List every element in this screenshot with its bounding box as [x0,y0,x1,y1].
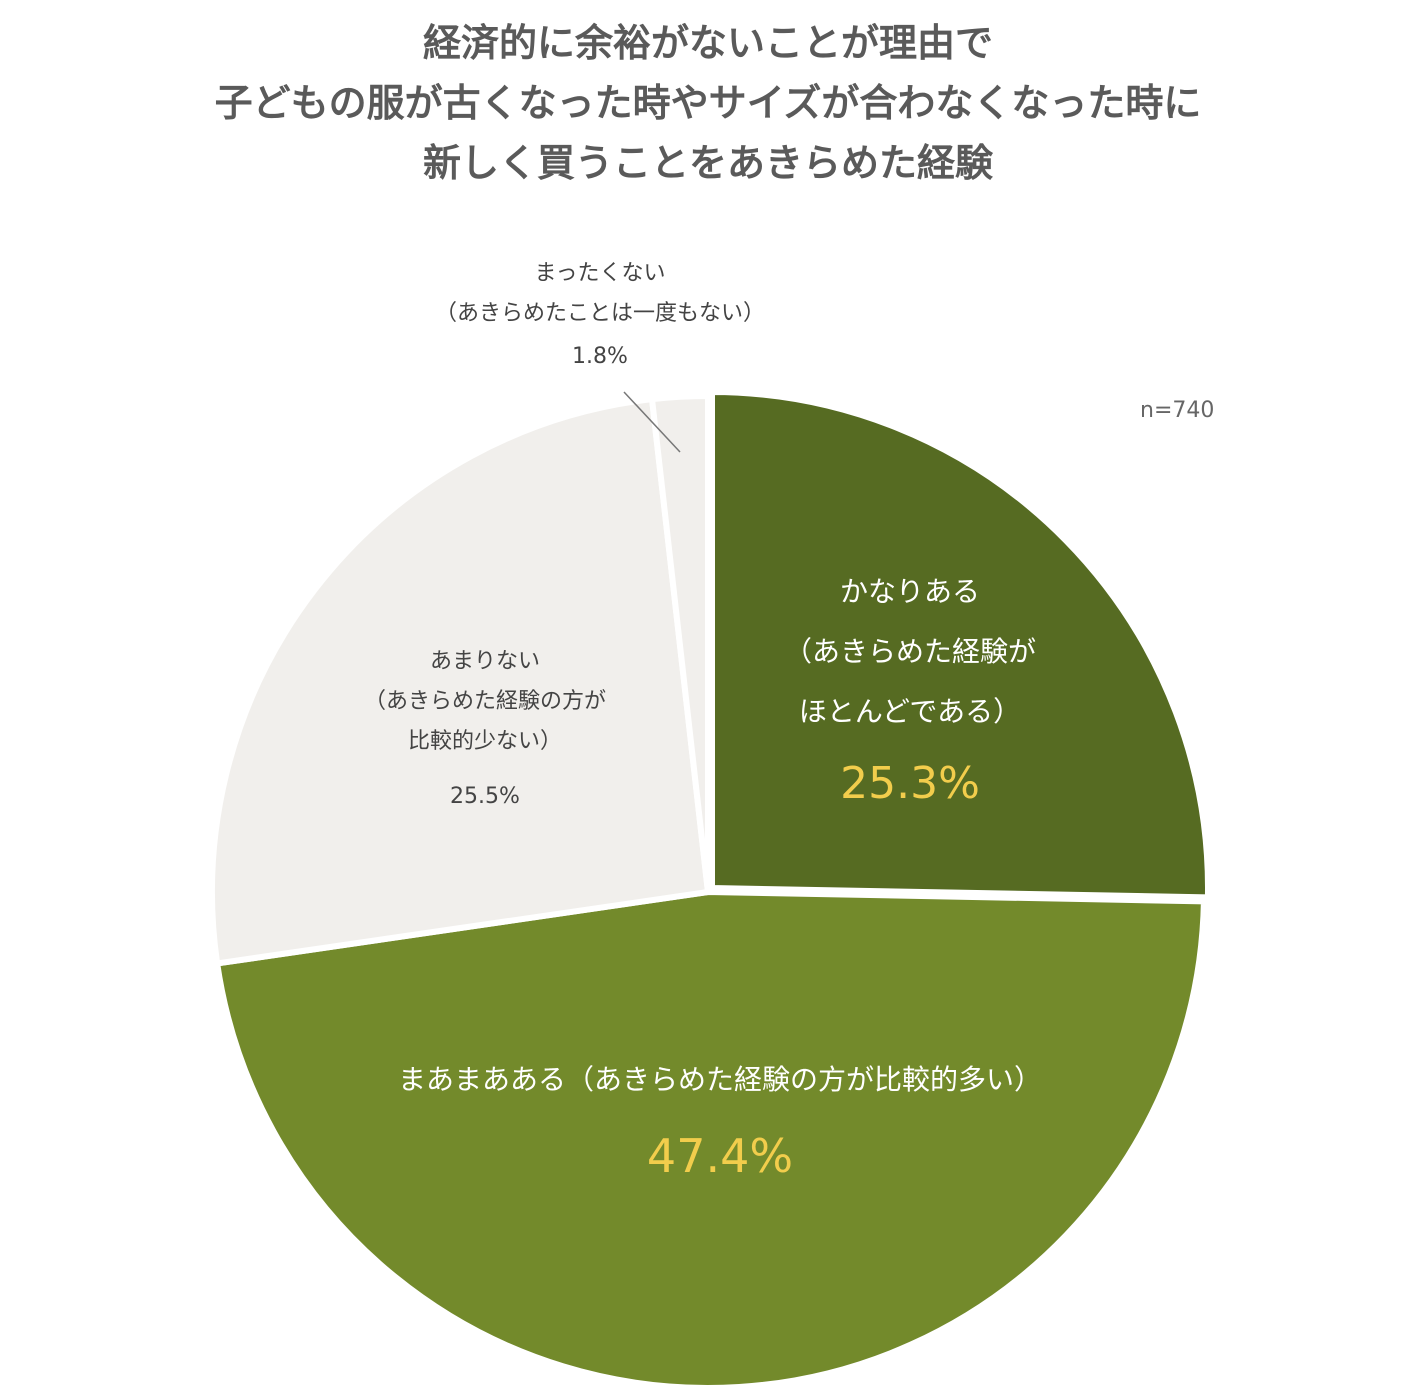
title-line-3: 新しく買うことをあきらめた経験 [422,141,993,185]
slice-value: 47.4% [646,1129,794,1183]
slice-label-line: （あきらめた経験が [783,635,1036,668]
slice-label-maamaa-aru: まあまあある（あきらめた経験の方が比較的多い） 47.4% [320,1054,1120,1206]
leader-line [623,391,681,453]
slice-label-line: ほとんどである） [798,695,1022,728]
slice-amari-nai [209,396,711,967]
slice-value: 1.8% [572,344,628,369]
slice-label-line: 比較的少ない） [407,729,562,754]
slice-value: 25.5% [450,784,520,809]
title-line-1: 経済的に余裕がないことが理由で [422,21,993,65]
slice-label-kanari-aru: かなりある （あきらめた経験が ほとんどである） 25.3% [760,562,1060,826]
slice-kanari-aru [709,389,1211,901]
slice-maamaa-aru [214,889,1207,1391]
sample-size-label: n=740 [1140,398,1215,423]
slice-label-line: （あきらめたことは一度もない） [434,301,765,326]
title-line-2: 子どもの服が古くなった時やサイズが合わなくなった時に [214,81,1202,125]
slice-label-amari-nai: あまりない （あきらめた経験の方が 比較的少ない） 25.5% [330,642,640,832]
slice-label-line: かなりある [839,575,980,608]
slice-mattaku-nai [649,393,711,895]
slice-value: 25.3% [840,758,980,809]
slice-label-line: あまりない [429,649,540,674]
slice-label-mattaku-nai: まったくない （あきらめたことは一度もない） 1.8% [400,254,800,380]
slice-label-line: まったくない [534,261,666,286]
slice-label-line: （あきらめた経験の方が [363,689,606,714]
slice-label-line: まあまあある（あきらめた経験の方が比較的多い） [397,1063,1042,1096]
